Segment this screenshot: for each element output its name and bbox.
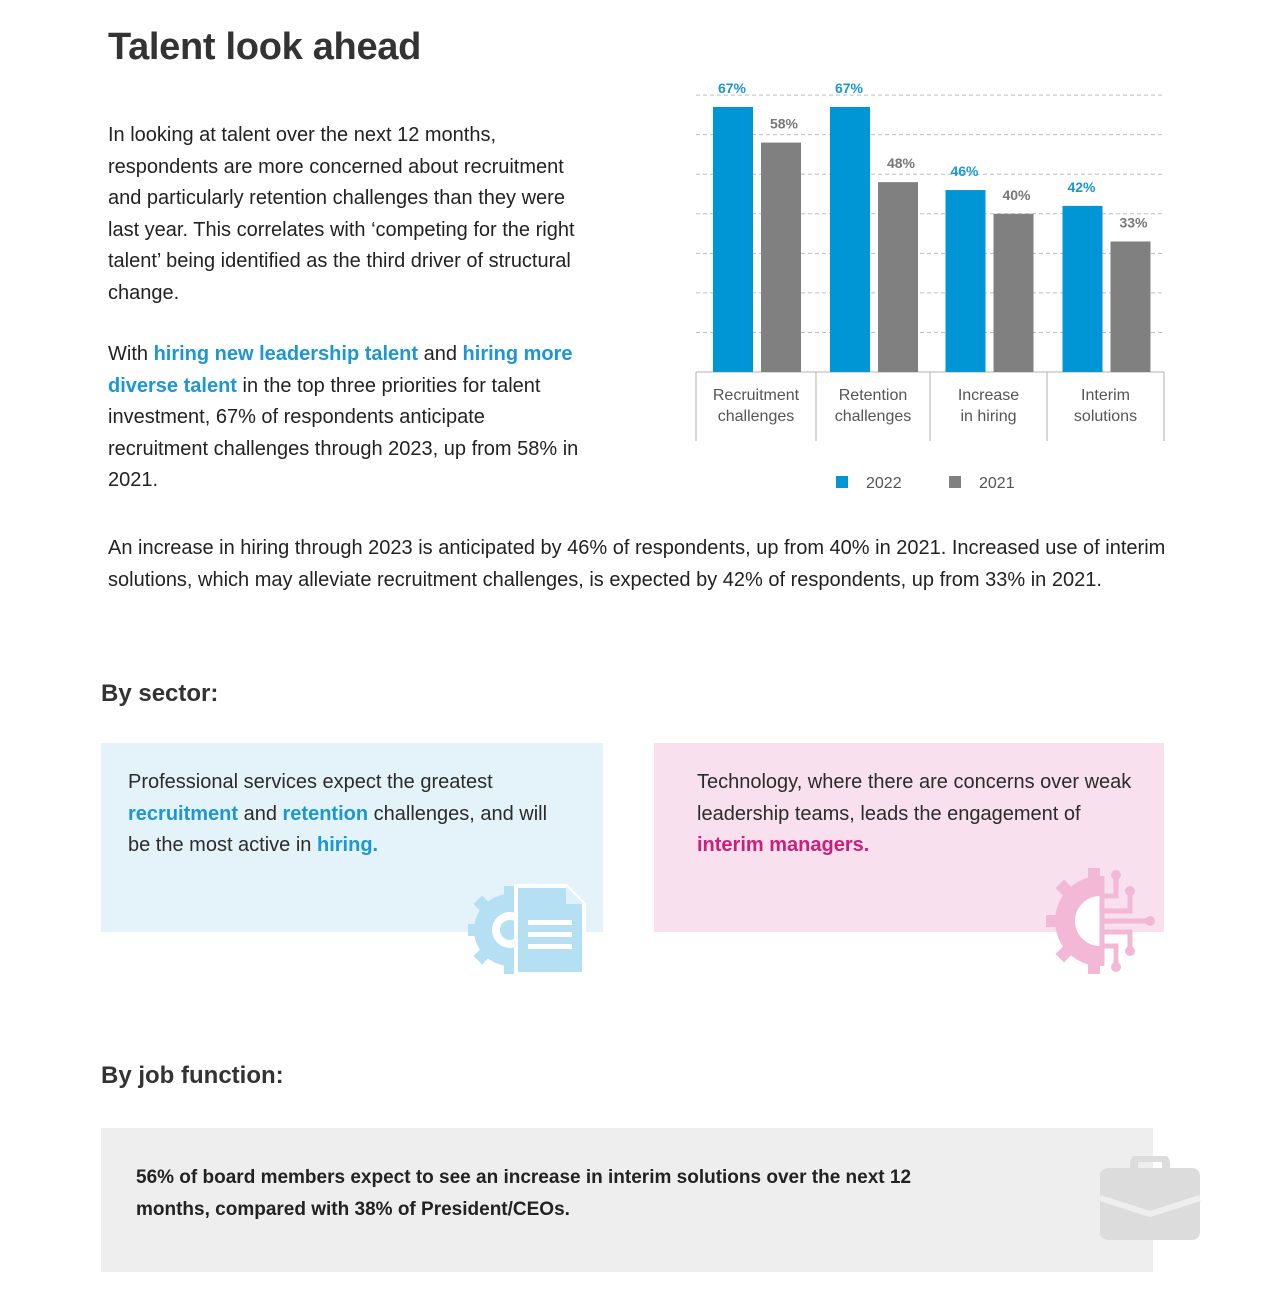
bar-2021-3 xyxy=(993,213,1034,372)
card-text: and xyxy=(238,802,283,825)
data-label: 46% xyxy=(950,163,979,179)
professional-services-text: Professional services expect the greates… xyxy=(128,767,548,862)
legend-label: 2021 xyxy=(979,475,1015,492)
sector-heading: By sector: xyxy=(101,680,219,707)
page-title: Talent look ahead xyxy=(108,26,422,68)
data-label: 42% xyxy=(1067,179,1096,195)
intro-text: in the top three priorities for talent i… xyxy=(108,374,579,492)
data-label: 67% xyxy=(718,80,747,96)
card-text: Technology, where there are concerns ove… xyxy=(697,771,1132,825)
data-label: 67% xyxy=(835,80,864,96)
data-label: 33% xyxy=(1119,214,1148,230)
card-text: Professional services expect the greates… xyxy=(128,771,493,793)
bar-2021-1 xyxy=(761,142,801,372)
job-function-text: 56% of board members expect to see an in… xyxy=(136,1167,912,1220)
category-label: Interim xyxy=(1081,387,1130,404)
highlight-interim-managers: interim managers. xyxy=(697,834,870,856)
intro-paragraph-3: An increase in hiring through 2023 is an… xyxy=(108,537,1166,591)
job-function-box: 56% of board members expect to see an in… xyxy=(101,1128,1153,1272)
intro-text: and xyxy=(418,343,463,365)
legend-swatch-2022 xyxy=(836,476,848,488)
category-label: solutions xyxy=(1074,408,1137,425)
data-label: 40% xyxy=(1002,187,1031,203)
briefcase-icon xyxy=(1099,1156,1201,1240)
data-label: 58% xyxy=(770,116,799,132)
bar-2022-2 xyxy=(830,107,870,372)
highlight-retention: retention xyxy=(282,802,369,825)
category-label: in hiring xyxy=(960,408,1016,425)
highlight-hiring: hiring. xyxy=(316,834,379,856)
technology-card: Technology, where there are concerns ove… xyxy=(654,743,1164,932)
highlight-recruitment: recruitment xyxy=(128,802,239,825)
legend-label: 2022 xyxy=(866,475,902,492)
category-label: Recruitment xyxy=(713,387,800,404)
category-label: Increase xyxy=(958,387,1019,404)
category-label: challenges xyxy=(835,408,912,425)
intro-paragraph-2: With hiring new leadership talent and hi… xyxy=(108,339,588,497)
category-label: Retention xyxy=(839,387,908,404)
legend-swatch-2021 xyxy=(949,476,961,488)
intro-text: With xyxy=(108,343,154,365)
bar-2021-4 xyxy=(1110,241,1151,372)
bar-2022-1 xyxy=(713,107,753,372)
highlight-diverse-talent: hiring more diverse talent xyxy=(108,343,573,397)
gear-circuit-icon xyxy=(1046,868,1155,974)
data-label: 48% xyxy=(887,155,916,171)
bar-2022-4 xyxy=(1062,205,1103,372)
intro-paragraph-1: In looking at talent over the next 12 mo… xyxy=(108,124,575,304)
category-label: challenges xyxy=(718,408,795,425)
bar-chart: 67% 58% Recruitment challenges 67% 48% Retenti… xyxy=(695,80,1165,492)
gear-document-icon xyxy=(468,884,586,976)
highlight-leadership-talent: hiring new leadership talent xyxy=(153,343,419,365)
technology-text: Technology, where there are concerns ove… xyxy=(697,767,1142,862)
bar-2022-3 xyxy=(945,190,986,372)
bar-2021-2 xyxy=(878,182,918,372)
card-text: challenges, and will be the most active … xyxy=(128,802,548,857)
job-function-heading: By job function: xyxy=(101,1062,284,1089)
